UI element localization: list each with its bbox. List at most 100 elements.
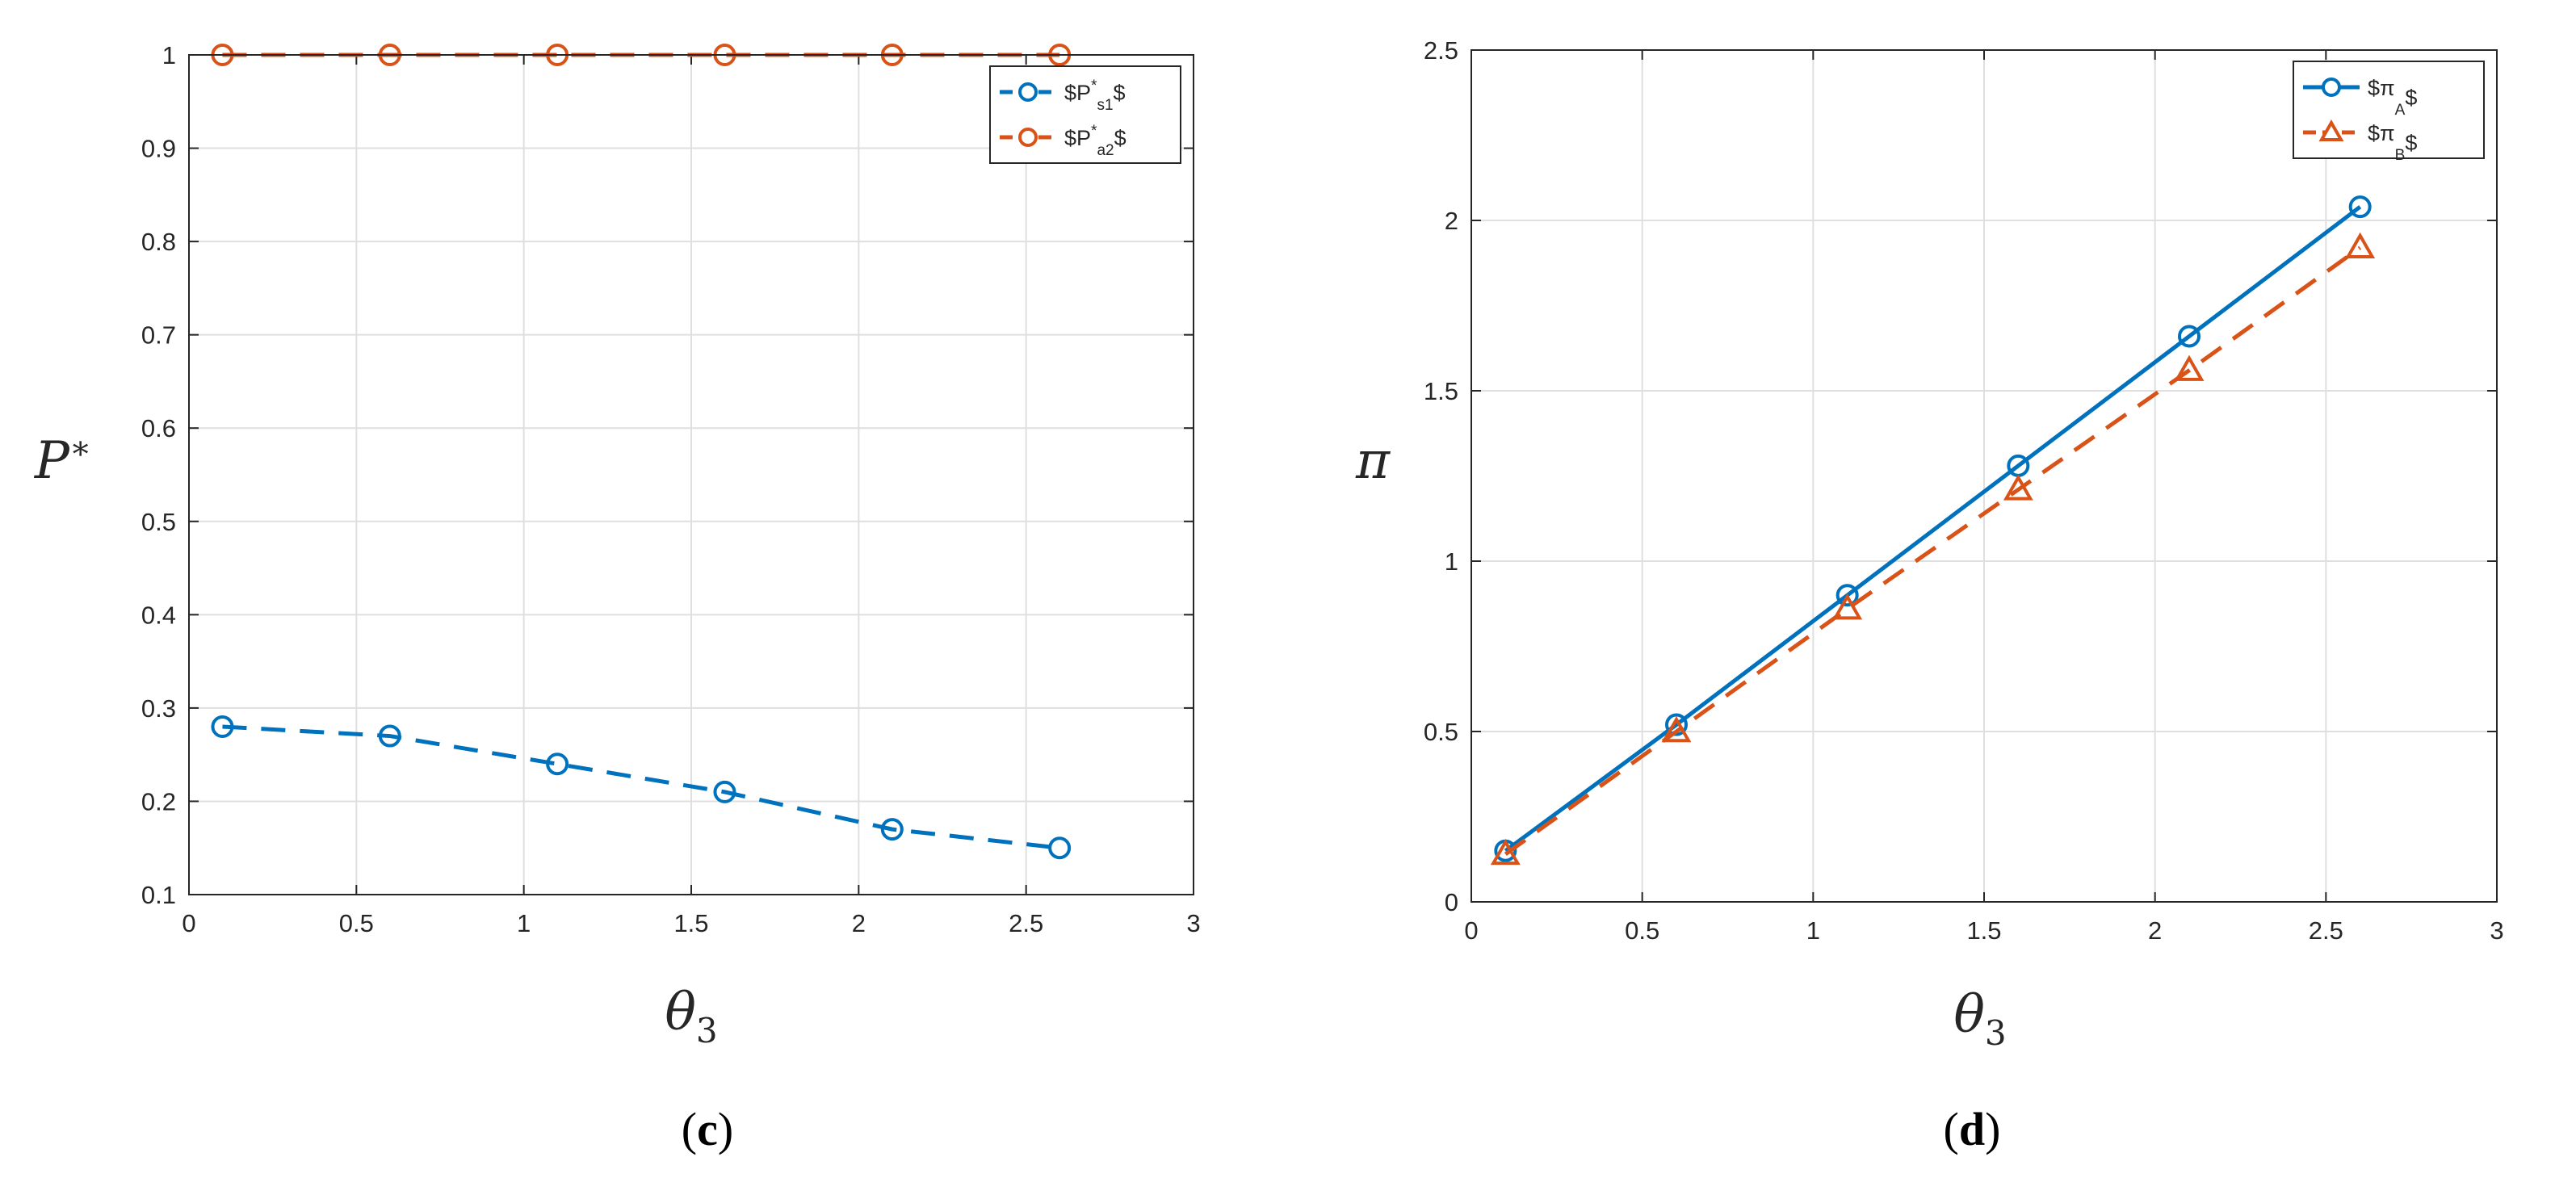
y-tick-label: 0.5 <box>141 508 176 536</box>
y-axis-label-base: π <box>1355 431 1391 491</box>
x-tick-label: 1 <box>517 909 531 937</box>
x-axis-label-sub: 3 <box>696 1011 718 1050</box>
y-axis-label: π <box>1355 431 1391 491</box>
y-axis-label: P∗ <box>34 430 91 491</box>
series-line <box>1504 245 2362 856</box>
y-tick-label: 2.5 <box>1424 36 1458 65</box>
legend-label-base: $P <box>1064 126 1091 150</box>
data-point <box>2178 325 2201 348</box>
chart-d: 0 0.5 1 1.5 2 2.5 300.511.522.5$πA$$πB$θ3π(d) <box>1355 36 2504 1155</box>
legend-label-sub: A <box>2395 102 2406 119</box>
legend-label-base: $P <box>1064 81 1091 105</box>
data-point <box>1665 713 1688 736</box>
y-tick-label: 2 <box>1445 207 1458 235</box>
legend-box <box>2293 61 2485 159</box>
legend-label-sub: s1 <box>1097 97 1113 114</box>
y-tick-label: 0.1 <box>141 881 176 909</box>
legend-entry: $πA$ <box>2303 76 2417 119</box>
legend-label-base: $π <box>2368 121 2395 145</box>
data-point <box>2174 354 2205 381</box>
caption-close: ) <box>1985 1103 2000 1155</box>
legend-label: $πB$ <box>2368 121 2417 164</box>
legend-label-end: $ <box>1114 81 1126 105</box>
data-point <box>1048 836 1072 860</box>
x-tick-label: 2.5 <box>1009 909 1043 937</box>
legend-marker <box>1018 128 1038 147</box>
y-tick-label: 0.8 <box>141 228 176 256</box>
x-tick-label: 2 <box>852 909 866 937</box>
data-point <box>1490 838 1521 866</box>
legend-label: $P*a2$ <box>1064 123 1126 159</box>
chart-c: 0 0.5 1 1.5 2 2.5 3 0.1 0.2 0.3 0.4 0.5 0.6 0.7 0.8 0.9… <box>34 41 1201 1155</box>
legend-entry: $P*s1$ <box>1000 78 1126 114</box>
x-axis-label-base: θ <box>1953 985 1985 1045</box>
y-tick-label: 0.3 <box>141 694 176 723</box>
x-tick-label: 3 <box>1186 909 1200 937</box>
legend-label-sub: a2 <box>1097 142 1114 159</box>
x-tick-label: 1 <box>1806 916 1820 945</box>
x-tick-label: 1.5 <box>1966 916 2001 945</box>
data-point <box>1832 593 1863 620</box>
caption-open: ( <box>1944 1103 1959 1155</box>
legend-marker <box>1018 82 1038 102</box>
data-point <box>211 715 234 738</box>
y-tick-label: 0.9 <box>141 135 176 163</box>
y-tick-label: 0 <box>1445 888 1458 916</box>
y-axis-label-base: P <box>34 431 70 491</box>
legend-marker <box>2322 78 2341 97</box>
legend-label-base: $π <box>2368 76 2395 100</box>
y-tick-label: 0.5 <box>1424 718 1458 746</box>
data-point <box>378 724 401 748</box>
x-axis-label: θ3 <box>1953 985 2006 1053</box>
data-point <box>546 752 569 776</box>
data-point <box>1661 715 1692 743</box>
data-point <box>2348 195 2372 219</box>
y-tick-label: 0.4 <box>141 601 176 629</box>
series-line <box>222 724 1060 850</box>
y-tick-label: 0.2 <box>141 787 176 815</box>
x-axis-label-base: θ <box>665 983 696 1042</box>
x-tick-label: 3 <box>2490 916 2503 945</box>
x-axis-label: θ3 <box>665 983 717 1050</box>
x-tick-label: 2.5 <box>2309 916 2343 945</box>
legend-label: $P*s1$ <box>1064 78 1126 114</box>
legend-label-sub: B <box>2395 147 2406 164</box>
legend-label-sup: * <box>1091 123 1097 140</box>
legend-entry: $P*a2$ <box>1000 123 1126 159</box>
legend-label-end: $ <box>1114 126 1126 150</box>
y-tick-label: 0.6 <box>141 414 176 442</box>
caption-letter: c <box>697 1103 718 1155</box>
legend-label-end: $ <box>2405 131 2417 155</box>
y-tick-label: 1.5 <box>1424 377 1458 405</box>
legend-label-end: $ <box>2405 86 2417 110</box>
legend: $πA$$πB$ <box>2293 61 2485 164</box>
data-point <box>2003 474 2033 501</box>
series-line <box>1504 205 2362 853</box>
caption-close: ) <box>718 1103 733 1155</box>
series-1 <box>1490 232 2376 866</box>
legend: $P*s1$$P*a2$ <box>989 65 1181 164</box>
x-tick-label: 0.5 <box>1625 916 1659 945</box>
y-tick-label: 0.7 <box>141 321 176 350</box>
y-tick-label: 1 <box>162 41 176 69</box>
x-axis-label-sub: 3 <box>1985 1013 2007 1053</box>
legend-label-sup: * <box>1091 78 1097 94</box>
data-point <box>880 818 904 841</box>
panel-caption: (d) <box>1944 1103 2001 1155</box>
x-tick-label: 0 <box>182 909 195 937</box>
x-tick-label: 0.5 <box>339 909 374 937</box>
legend-marker <box>2318 119 2344 141</box>
data-point <box>1836 584 1859 607</box>
x-tick-label: 0 <box>1464 916 1478 945</box>
caption-open: ( <box>682 1103 697 1155</box>
y-axis-label-sup: ∗ <box>69 430 91 467</box>
series-0 <box>1494 195 2372 862</box>
x-tick-label: 2 <box>2148 916 2162 945</box>
caption-letter: d <box>1959 1103 1985 1155</box>
axes-box <box>1471 49 2498 903</box>
x-tick-label: 1.5 <box>673 909 708 937</box>
legend-box <box>989 65 1181 164</box>
series-0 <box>211 715 1072 860</box>
data-point <box>713 780 736 803</box>
